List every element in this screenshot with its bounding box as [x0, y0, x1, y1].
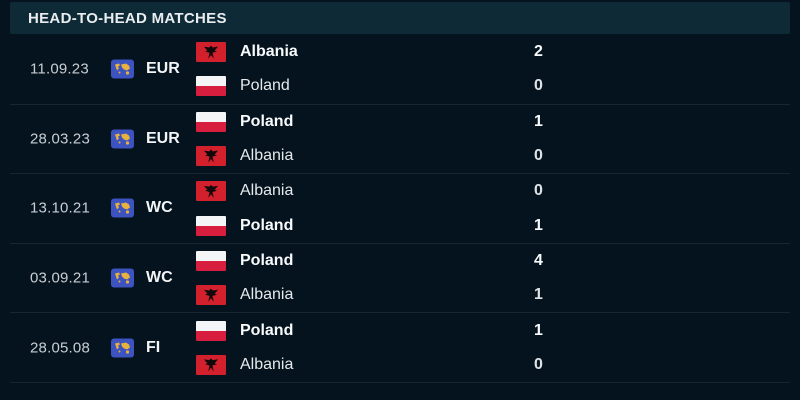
team-score: 1: [534, 321, 543, 339]
match-row[interactable]: 28.05.08 FI Poland 1 Albania 0: [10, 313, 790, 383]
team-line-top: Poland 4: [196, 244, 790, 278]
team-flag: [196, 354, 226, 375]
albania-eagle-icon: [204, 184, 218, 198]
team-line-bottom: Albania 1: [196, 278, 790, 312]
world-map-icon: [111, 59, 134, 79]
match-row[interactable]: 13.10.21 WC Albania 0 Poland 1: [10, 174, 790, 244]
team-score: 2: [534, 43, 543, 61]
team-flag: [196, 215, 226, 236]
panel-title: HEAD-TO-HEAD MATCHES: [28, 9, 227, 27]
head-to-head-panel: HEAD-TO-HEAD MATCHES 11.09.23 EUR Albani…: [10, 2, 790, 383]
team-score: 1: [534, 112, 543, 130]
match-date: 11.09.23: [30, 60, 89, 78]
team-line-top: Albania 2: [196, 35, 790, 69]
team-flag: [196, 146, 226, 167]
teams-block: Poland 1 Albania 0: [196, 105, 790, 174]
team-flag: [196, 250, 226, 271]
match-list: 11.09.23 EUR Albania 2 Poland 0 28.03.23: [10, 35, 790, 383]
albania-eagle-icon: [204, 288, 218, 302]
match-row[interactable]: 11.09.23 EUR Albania 2 Poland 0: [10, 35, 790, 105]
team-name: Poland: [240, 112, 294, 130]
team-name: Poland: [240, 77, 290, 95]
team-flag: [196, 320, 226, 341]
team-score: 0: [534, 147, 543, 165]
team-flag: [196, 111, 226, 132]
team-score: 0: [534, 182, 543, 200]
match-date: 28.05.08: [30, 339, 90, 357]
team-flag: [196, 42, 226, 63]
team-line-bottom: Albania 0: [196, 139, 790, 173]
team-flag: [196, 181, 226, 202]
team-score: 1: [534, 286, 543, 304]
team-name: Albania: [240, 355, 294, 373]
team-score: 0: [534, 355, 543, 373]
team-line-bottom: Poland 0: [196, 69, 790, 103]
albania-eagle-icon: [204, 358, 218, 372]
competition-label: FI: [146, 338, 161, 356]
team-line-top: Poland 1: [196, 105, 790, 139]
team-name: Albania: [240, 147, 294, 165]
world-map-icon: [111, 338, 134, 358]
competition-label: EUR: [146, 60, 180, 78]
world-map-icon: [111, 129, 134, 149]
team-score: 4: [534, 251, 543, 269]
world-map-icon: [111, 268, 134, 288]
match-date: 13.10.21: [30, 199, 90, 217]
team-name: Poland: [240, 251, 294, 269]
team-score: 0: [534, 77, 543, 95]
world-map-icon: [111, 198, 134, 218]
panel-header: HEAD-TO-HEAD MATCHES: [10, 2, 790, 34]
team-name: Albania: [240, 286, 294, 304]
team-name: Poland: [240, 216, 294, 234]
match-row[interactable]: 03.09.21 WC Poland 4 Albania 1: [10, 244, 790, 314]
albania-eagle-icon: [204, 45, 218, 59]
albania-eagle-icon: [204, 149, 218, 163]
teams-block: Albania 0 Poland 1: [196, 174, 790, 243]
team-line-top: Albania 0: [196, 174, 790, 208]
match-row[interactable]: 28.03.23 EUR Poland 1 Albania 0: [10, 105, 790, 175]
teams-block: Poland 4 Albania 1: [196, 244, 790, 313]
team-name: Albania: [240, 182, 294, 200]
teams-block: Albania 2 Poland 0: [196, 35, 790, 104]
teams-block: Poland 1 Albania 0: [196, 313, 790, 382]
match-date: 03.09.21: [30, 269, 90, 287]
competition-label: EUR: [146, 129, 180, 147]
team-name: Poland: [240, 321, 294, 339]
competition-label: WC: [146, 269, 173, 287]
team-line-bottom: Poland 1: [196, 208, 790, 242]
competition-label: WC: [146, 199, 173, 217]
team-flag: [196, 76, 226, 97]
match-date: 28.03.23: [30, 130, 90, 148]
team-flag: [196, 285, 226, 306]
team-name: Albania: [240, 43, 298, 61]
team-score: 1: [534, 216, 543, 234]
team-line-bottom: Albania 0: [196, 348, 790, 382]
team-line-top: Poland 1: [196, 313, 790, 347]
